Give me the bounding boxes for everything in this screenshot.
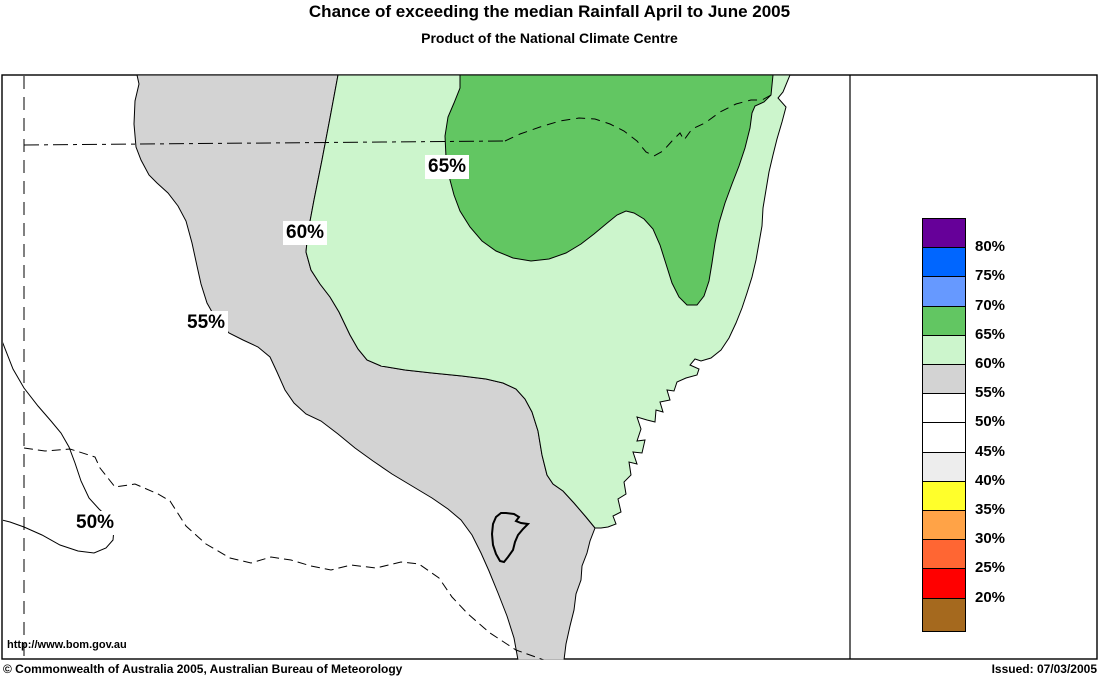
page-subtitle: Product of the National Climate Centre [421,30,678,46]
page-title: Chance of exceeding the median Rainfall … [308,2,791,21]
legend-swatch [922,247,966,278]
border-murray-river [23,447,545,660]
legend-label: 50% [975,413,1006,431]
legend-swatch [922,276,966,307]
legend-label: 35% [975,501,1006,518]
legend-swatch [922,510,966,541]
legend-swatch [922,568,966,599]
contour-label-50: 50% [73,511,118,535]
legend-label: 20% [975,588,1006,606]
border-qld-river [504,94,772,157]
legend-swatch [922,305,966,336]
contour-label-65: 65% [425,155,470,179]
url-label: http://www.bom.gov.au [7,639,127,651]
legend-label: 25% [975,559,1006,577]
legend-swatch [922,364,966,395]
footer-issued: Issued: 07/03/2005 [991,662,1097,676]
legend-label: 30% [975,530,1006,548]
legend-label: 55% [975,384,1006,402]
legend-label: 65% [975,325,1006,343]
legend-swatch [922,334,966,365]
legend-label: 75% [975,267,1006,285]
contour-label-60: 60% [283,221,328,245]
legend-swatch [922,218,966,249]
legend-swatch [922,393,966,424]
legend-label: 80% [975,238,1006,256]
border-qld-horizontal [23,140,506,146]
legend-swatch [922,422,966,453]
legend-label: 45% [975,442,1006,460]
legend-label: 40% [975,471,1006,489]
legend-swatch [922,597,966,632]
footer-copyright: © Commonwealth of Australia 2005, Austra… [3,662,403,676]
contour-label-55: 55% [184,311,229,335]
legend: 80% 75% 70% 65% 60% 55% 50% 45% 40% 35% 30% 25% 20% [922,218,1042,638]
legend-label: 60% [975,355,1006,372]
legend-swatch [922,480,966,511]
act-boundary [490,512,531,564]
legend-swatch [922,451,966,482]
legend-swatch [922,539,966,570]
region-65-70 [444,75,774,306]
legend-label: 70% [975,296,1006,314]
